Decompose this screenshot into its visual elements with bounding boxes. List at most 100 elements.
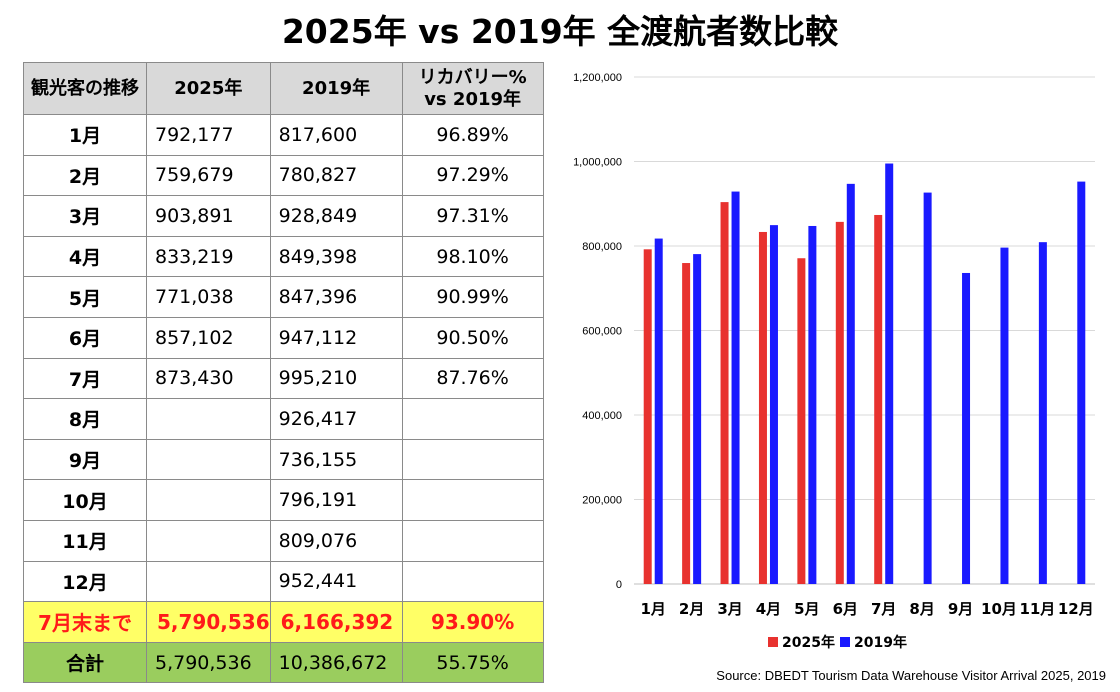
total-row: 合計 5,790,536 10,386,672 55.75% bbox=[23, 641, 544, 684]
x-tick-label: 2月 bbox=[679, 600, 704, 618]
value-2025: 903,891 bbox=[146, 195, 271, 237]
y-tick-label: 1,200,000 bbox=[573, 72, 622, 84]
legend-label: 2025年 bbox=[782, 634, 835, 651]
ytd-row: 7月末まで 5,790,536 6,166,392 93.90% bbox=[23, 601, 544, 643]
value-2019: 926,417 bbox=[269, 398, 403, 440]
value-2019: 780,827 bbox=[269, 154, 403, 197]
recovery-pct bbox=[401, 398, 544, 440]
table-row: 9月 736,155 bbox=[23, 438, 544, 481]
bar-2025 bbox=[720, 202, 729, 584]
header-recovery: リカバリー% vs 2019年 bbox=[401, 62, 544, 115]
y-tick-label: 800,000 bbox=[582, 241, 622, 253]
recovery-pct: 90.99% bbox=[401, 276, 544, 318]
value-2019: 849,398 bbox=[269, 235, 403, 278]
bar-2019 bbox=[1077, 181, 1086, 584]
value-2025: 833,219 bbox=[146, 235, 271, 278]
bar-2019 bbox=[923, 192, 932, 585]
bar-2025 bbox=[797, 258, 806, 584]
value-2019: 817,600 bbox=[269, 114, 403, 156]
y-tick-label: 0 bbox=[616, 579, 622, 591]
value-2025 bbox=[146, 398, 271, 440]
row-label: 5月 bbox=[23, 276, 147, 318]
row-label: 7月 bbox=[23, 357, 147, 400]
bar-2019 bbox=[654, 238, 663, 584]
recovery-pct: 87.76% bbox=[401, 357, 544, 400]
bar-2019 bbox=[1038, 242, 1047, 584]
table-row: 3月 903,891 928,849 97.31% bbox=[23, 195, 544, 237]
value-2019: 6,166,392 bbox=[269, 601, 403, 643]
recovery-pct bbox=[401, 560, 544, 603]
row-label: 4月 bbox=[23, 235, 147, 278]
bar-2019 bbox=[1000, 247, 1009, 584]
header-2019: 2019年 bbox=[269, 62, 403, 115]
value-2025: 5,790,536 bbox=[146, 641, 271, 684]
value-2019: 847,396 bbox=[269, 276, 403, 318]
row-label: 11月 bbox=[23, 519, 147, 562]
header-recovery-text: リカバリー% vs 2019年 bbox=[418, 66, 527, 110]
row-label: 8月 bbox=[23, 398, 147, 440]
value-2019: 952,441 bbox=[269, 560, 403, 603]
bar-2019 bbox=[962, 272, 971, 584]
x-tick-label: 1月 bbox=[640, 600, 665, 618]
x-tick-label: 9月 bbox=[948, 600, 973, 618]
value-2025 bbox=[146, 438, 271, 481]
row-label: 12月 bbox=[23, 560, 147, 603]
bar-2025 bbox=[682, 263, 691, 584]
recovery-pct bbox=[401, 438, 544, 481]
table-row: 8月 926,417 bbox=[23, 398, 544, 440]
value-2025: 771,038 bbox=[146, 276, 271, 318]
x-tick-label: 10月 bbox=[981, 600, 1017, 618]
page-title: 2025年 vs 2019年 全渡航者数比較 bbox=[281, 12, 839, 51]
legend-swatch bbox=[840, 637, 850, 647]
table-row: 5月 771,038 847,396 90.99% bbox=[23, 276, 544, 318]
bar-2019 bbox=[808, 225, 817, 584]
value-2019: 796,191 bbox=[269, 479, 403, 521]
bar-2019 bbox=[693, 254, 702, 584]
value-2019: 947,112 bbox=[269, 316, 403, 359]
recovery-pct: 98.10% bbox=[401, 235, 544, 278]
x-tick-label: 8月 bbox=[909, 600, 934, 618]
table-row: 11月 809,076 bbox=[23, 519, 544, 562]
table-row: 10月 796,191 bbox=[23, 479, 544, 521]
x-tick-label: 5月 bbox=[794, 600, 819, 618]
legend-swatch bbox=[768, 637, 778, 647]
x-tick-label: 7月 bbox=[871, 600, 896, 618]
value-2025 bbox=[146, 560, 271, 603]
row-label: 7月末まで bbox=[23, 601, 147, 643]
bar-chart: 0 200,000 400,000 600,000 800,000 1,000,000 1,… bbox=[573, 72, 1095, 651]
recovery-pct: 96.89% bbox=[401, 114, 544, 156]
x-tick-label: 3月 bbox=[717, 600, 742, 618]
bar-2019 bbox=[731, 191, 740, 585]
value-2025 bbox=[146, 479, 271, 521]
y-tick-label: 1,000,000 bbox=[573, 157, 622, 169]
bar-2019 bbox=[769, 225, 778, 585]
x-tick-label: 6月 bbox=[833, 600, 858, 618]
recovery-pct bbox=[401, 519, 544, 562]
row-label: 6月 bbox=[23, 316, 147, 359]
table-row: 2月 759,679 780,827 97.29% bbox=[23, 154, 544, 197]
recovery-pct bbox=[401, 479, 544, 521]
table-row: 4月 833,219 849,398 98.10% bbox=[23, 235, 544, 278]
y-tick-label: 200,000 bbox=[582, 495, 622, 507]
table-row: 6月 857,102 947,112 90.50% bbox=[23, 316, 544, 359]
source-note: Source: DBEDT Tourism Data Warehouse Vis… bbox=[716, 668, 1106, 683]
value-2025: 5,790,536 bbox=[146, 601, 271, 643]
recovery-pct: 93.90% bbox=[401, 601, 544, 643]
recovery-pct: 97.29% bbox=[401, 154, 544, 197]
row-label: 3月 bbox=[23, 195, 147, 237]
value-2019: 10,386,672 bbox=[269, 641, 403, 684]
visitor-table: 観光客の推移 2025年 2019年 リカバリー% vs 2019年 1月 792… bbox=[23, 62, 544, 684]
bar-2019 bbox=[846, 183, 855, 584]
header-category: 観光客の推移 bbox=[23, 62, 147, 115]
header-2025: 2025年 bbox=[146, 62, 271, 115]
table-row: 12月 952,441 bbox=[23, 560, 544, 603]
row-label: 10月 bbox=[23, 479, 147, 521]
x-tick-label: 12月 bbox=[1058, 600, 1094, 618]
value-2019: 809,076 bbox=[269, 519, 403, 562]
x-tick-label: 4月 bbox=[756, 600, 781, 618]
row-label: 2月 bbox=[23, 154, 147, 197]
row-label: 9月 bbox=[23, 438, 147, 481]
row-label: 1月 bbox=[23, 114, 147, 156]
y-tick-label: 600,000 bbox=[582, 326, 622, 338]
recovery-pct: 97.31% bbox=[401, 195, 544, 237]
